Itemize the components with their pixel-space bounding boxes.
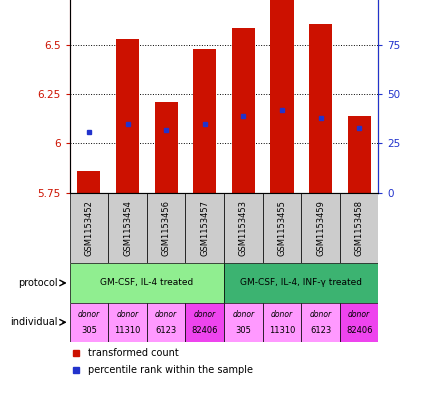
Text: donor: donor (78, 310, 100, 319)
Text: GSM1153452: GSM1153452 (84, 200, 93, 256)
Bar (339, 303, 378, 342)
Text: donor: donor (309, 310, 331, 319)
Text: percentile rank within the sample: percentile rank within the sample (88, 365, 253, 375)
Bar (262, 193, 300, 263)
Text: 11310: 11310 (268, 327, 294, 335)
Text: GSM1153453: GSM1153453 (238, 200, 247, 256)
Bar (300, 303, 339, 342)
Bar (185, 193, 224, 263)
Text: transformed count: transformed count (88, 348, 178, 358)
Bar (339, 193, 378, 263)
Bar (115, 39, 139, 193)
Text: 305: 305 (81, 327, 97, 335)
Bar (69, 263, 224, 303)
Bar (300, 193, 339, 263)
Text: protocol: protocol (18, 278, 58, 288)
Text: 6123: 6123 (155, 327, 176, 335)
Text: GSM1153458: GSM1153458 (354, 200, 363, 256)
Bar (69, 303, 108, 342)
Text: GM-CSF, IL-4 treated: GM-CSF, IL-4 treated (100, 279, 193, 287)
Text: individual: individual (10, 317, 58, 327)
Bar (308, 24, 331, 193)
Text: 82406: 82406 (345, 327, 372, 335)
Text: 82406: 82406 (191, 327, 217, 335)
Bar (69, 193, 108, 263)
Bar (154, 102, 177, 193)
Bar (231, 28, 254, 193)
Bar (224, 193, 262, 263)
Text: GSM1153457: GSM1153457 (200, 200, 209, 256)
Bar (193, 49, 216, 193)
Text: GSM1153455: GSM1153455 (277, 200, 286, 256)
Bar (262, 303, 300, 342)
Text: donor: donor (116, 310, 138, 319)
Text: donor: donor (193, 310, 215, 319)
Bar (185, 303, 224, 342)
Text: GSM1153456: GSM1153456 (161, 200, 170, 256)
Bar (347, 116, 370, 193)
Bar (224, 303, 262, 342)
Text: donor: donor (270, 310, 293, 319)
Text: 11310: 11310 (114, 327, 140, 335)
Text: 6123: 6123 (309, 327, 330, 335)
Bar (224, 263, 378, 303)
Bar (270, 0, 293, 193)
Bar (146, 193, 185, 263)
Text: donor: donor (155, 310, 177, 319)
Text: 305: 305 (235, 327, 251, 335)
Text: GM-CSF, IL-4, INF-γ treated: GM-CSF, IL-4, INF-γ treated (240, 279, 362, 287)
Text: donor: donor (232, 310, 254, 319)
Bar (108, 303, 146, 342)
Bar (146, 303, 185, 342)
Text: GSM1153454: GSM1153454 (123, 200, 132, 256)
Text: GSM1153459: GSM1153459 (316, 200, 324, 256)
Text: donor: donor (347, 310, 369, 319)
Bar (108, 193, 146, 263)
Bar (77, 171, 100, 193)
